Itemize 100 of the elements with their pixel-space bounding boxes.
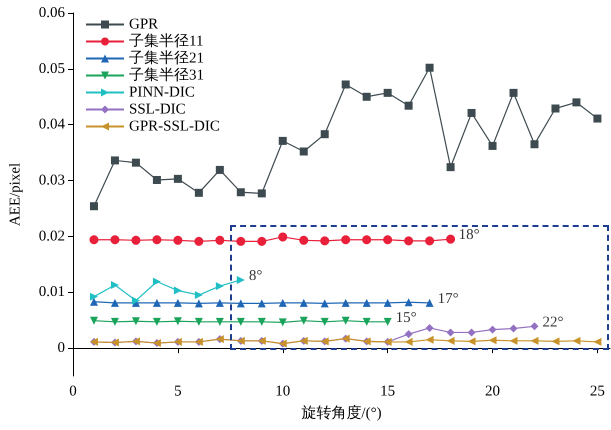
point (236, 318, 245, 326)
annotation: 22° (542, 314, 564, 330)
point (236, 276, 245, 284)
point (341, 235, 350, 244)
point (468, 328, 476, 336)
point (152, 176, 161, 184)
point (426, 336, 434, 344)
point (216, 298, 224, 307)
point (362, 298, 371, 307)
y-tick-label: 0.01 (38, 284, 65, 300)
point (320, 318, 329, 326)
point (152, 278, 161, 286)
y-tick-label: 0.03 (38, 172, 65, 189)
point (593, 114, 602, 123)
point (174, 317, 182, 326)
point (426, 298, 434, 307)
point (572, 98, 580, 106)
point (258, 189, 266, 198)
point (342, 298, 350, 307)
point (551, 337, 560, 346)
point (216, 166, 224, 174)
y-tick-label: 0.06 (38, 5, 66, 21)
point (362, 235, 372, 244)
point (384, 318, 392, 326)
point (426, 324, 434, 332)
point (362, 318, 371, 326)
point (174, 298, 182, 307)
x-tick-label: 20 (485, 384, 500, 400)
point (468, 337, 476, 346)
point (300, 316, 308, 325)
point (593, 338, 602, 346)
point (236, 188, 245, 196)
point (258, 299, 266, 308)
point (488, 142, 497, 150)
y-tick-label: 0 (58, 340, 65, 356)
x-tick-label: 0 (69, 384, 77, 400)
point (215, 236, 224, 245)
point (342, 316, 350, 325)
point (404, 338, 413, 346)
point (342, 80, 350, 88)
point (236, 299, 245, 308)
point (132, 158, 140, 167)
point (90, 202, 98, 210)
point (90, 292, 98, 301)
annotation: 15° (396, 310, 417, 326)
point (446, 163, 455, 172)
legend-label: SSL-DIC (129, 102, 186, 118)
point (152, 298, 161, 307)
point (488, 326, 497, 334)
point (510, 88, 518, 97)
point (551, 104, 560, 112)
point (132, 317, 140, 326)
annotation: 18° (458, 227, 480, 244)
x-tick-label: 25 (590, 384, 605, 400)
point (362, 92, 371, 101)
point (404, 330, 413, 338)
point (110, 280, 119, 289)
point (174, 286, 182, 295)
point (278, 298, 287, 307)
legend-label: GPR (129, 16, 158, 32)
point (404, 298, 413, 306)
x-tick-label: 15 (380, 384, 396, 400)
point (299, 236, 308, 245)
legend-label: GPR-SSL-DIC (129, 118, 220, 134)
point (194, 291, 203, 300)
point (110, 298, 119, 307)
point (90, 316, 98, 325)
x-tick-label: 10 (275, 384, 290, 400)
y-tick-label: 0.04 (38, 116, 66, 133)
point (446, 234, 456, 244)
point (320, 130, 329, 138)
point (258, 318, 266, 326)
point (510, 336, 518, 345)
point (216, 282, 224, 290)
annotation: 8° (248, 268, 262, 284)
point (110, 235, 120, 244)
point (425, 236, 434, 246)
x-tick-label: 5 (174, 384, 182, 400)
point (446, 336, 455, 345)
point (530, 336, 538, 345)
point (300, 148, 308, 156)
point (152, 235, 162, 244)
point (383, 235, 392, 244)
point (131, 236, 140, 245)
point (110, 156, 119, 164)
point (90, 298, 98, 306)
point (530, 322, 538, 330)
point (174, 174, 182, 183)
point (320, 299, 329, 308)
point (278, 136, 287, 145)
point (320, 236, 330, 246)
x-axis-title: 旋转角度/(°) (301, 404, 382, 422)
point (257, 236, 266, 246)
point (426, 64, 434, 72)
point (152, 318, 161, 326)
point (488, 336, 497, 344)
point (530, 140, 538, 148)
point (404, 236, 414, 246)
legend-label: 子集半径11 (129, 32, 204, 50)
legend-label: 子集半径31 (129, 66, 204, 84)
